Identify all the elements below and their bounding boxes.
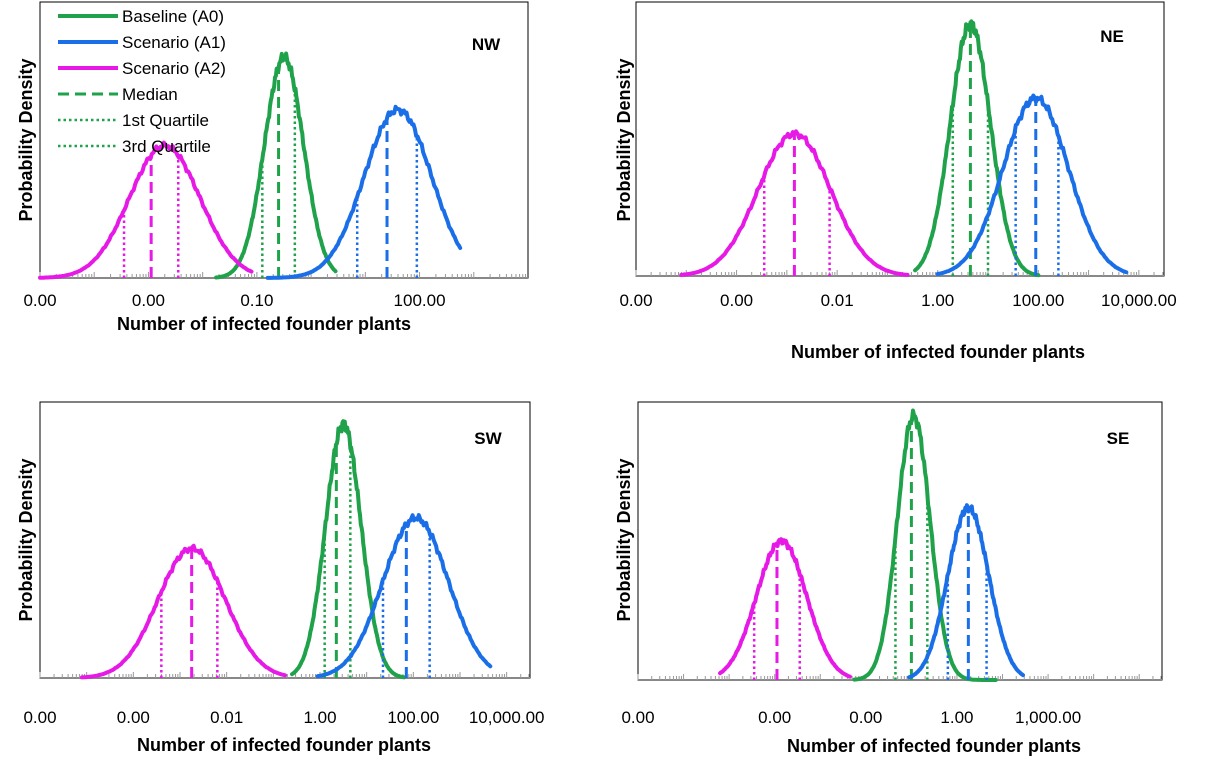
legend-label-3rd-quartile: 3rd Quartile	[122, 137, 211, 156]
region-label: SE	[1107, 429, 1130, 448]
plot-area-frame	[39, 401, 531, 679]
density-curves	[679, 19, 1129, 278]
density-curve-scenario-a2	[718, 537, 852, 679]
plot-area-frame	[637, 401, 1163, 681]
x-tick-label: 0.00	[117, 708, 150, 727]
x-tick-label: 10,000.00	[469, 708, 545, 727]
legend: Baseline (A0) Scenario (A1) Scenario (A2…	[58, 7, 226, 156]
y-axis-title: Probability Density	[614, 58, 634, 221]
density-curve-scenario-a1	[265, 104, 463, 280]
x-tick-label: 0.01	[210, 708, 243, 727]
region-label: NE	[1100, 27, 1124, 46]
x-tick-label: 1,000.00	[1015, 708, 1081, 727]
x-tick-label: 0.00	[720, 291, 753, 310]
legend-item-1st-quartile: 1st Quartile	[58, 111, 209, 130]
x-axis-title: Number of infected founder plants	[117, 314, 411, 334]
region-label: NW	[472, 35, 501, 54]
x-tick-label: 0.00	[849, 708, 882, 727]
x-tick-label: 100.00	[394, 291, 446, 310]
legend-item-scenario-a2: Scenario (A2)	[58, 59, 226, 78]
x-tick-label: 0.00	[621, 708, 654, 727]
x-axis-title: Number of infected founder plants	[791, 342, 1085, 362]
legend-item-scenario-a1: Scenario (A1)	[58, 33, 226, 52]
panel-se: 0.00 0.00 0.00 1.00 1,000.00 SE Number of in…	[614, 401, 1163, 756]
legend-label-1st-quartile: 1st Quartile	[122, 111, 209, 130]
x-tick-labels: 0.00 0.00 0.00 1.00 1,000.00	[621, 708, 1081, 727]
x-tick-label: 1.00	[303, 708, 336, 727]
x-tick-labels: 0.00 0.00 0.01 1.00 100.00 10,000.00	[619, 291, 1176, 310]
legend-label-scenario-a1: Scenario (A1)	[122, 33, 226, 52]
legend-label-scenario-a2: Scenario (A2)	[122, 59, 226, 78]
density-curve-scenario-a1	[935, 93, 1129, 276]
density-curve-baseline-a0	[913, 19, 1041, 278]
y-axis-title: Probability Density	[614, 458, 634, 621]
plot-area-frame	[635, 1, 1165, 277]
y-axis-title: Probability Density	[16, 58, 36, 221]
density-curve-scenario-a2	[80, 543, 287, 680]
density-curve-scenario-a2	[38, 140, 254, 280]
legend-label-median: Median	[122, 85, 178, 104]
x-tick-label: 100.00	[1012, 291, 1064, 310]
density-curve-baseline-a0	[290, 419, 406, 680]
x-axis-title: Number of infected founder plants	[137, 735, 431, 755]
legend-label-baseline: Baseline (A0)	[122, 7, 224, 26]
y-axis-title: Probability Density	[16, 458, 36, 621]
density-curve-baseline-a0	[214, 51, 338, 280]
region-label: SW	[474, 429, 502, 448]
legend-item-median: Median	[58, 85, 178, 104]
x-tick-label: 1.00	[921, 291, 954, 310]
x-tick-label: 0.01	[821, 291, 854, 310]
density-curve-baseline-a0	[852, 408, 998, 682]
x-tick-labels: 0.00 0.00 0.10 100.00	[23, 291, 445, 310]
x-tick-label: 1.00	[940, 708, 973, 727]
x-tick-label: 0.00	[23, 708, 56, 727]
x-tick-label: 100.00	[387, 708, 439, 727]
legend-item-baseline: Baseline (A0)	[58, 7, 224, 26]
panel-nw: 0.00 0.00 0.10 100.00 NW Number of infected…	[16, 1, 529, 334]
x-tick-label: 0.10	[240, 291, 273, 310]
x-axis-title: Number of infected founder plants	[787, 736, 1081, 756]
density-curves	[718, 408, 1025, 682]
x-tick-label: 0.00	[132, 291, 165, 310]
density-curve-scenario-a1	[907, 503, 1025, 680]
density-curve-scenario-a1	[315, 513, 493, 679]
legend-item-3rd-quartile: 3rd Quartile	[58, 137, 211, 156]
x-tick-label: 0.00	[23, 291, 56, 310]
x-tick-label: 0.00	[758, 708, 791, 727]
density-curves	[38, 51, 463, 280]
panel-sw: 0.00 0.00 0.01 1.00 100.00 10,000.00 SW Numbe…	[16, 401, 544, 755]
x-minor-ticks	[39, 672, 530, 678]
x-tick-label: 0.00	[619, 291, 652, 310]
x-tick-label: 10,000.00	[1101, 291, 1177, 310]
x-tick-labels: 0.00 0.00 0.01 1.00 100.00 10,000.00	[23, 708, 544, 727]
density-curves	[80, 419, 493, 680]
panel-ne: 0.00 0.00 0.01 1.00 100.00 10,000.00 NE Numbe…	[614, 1, 1177, 362]
